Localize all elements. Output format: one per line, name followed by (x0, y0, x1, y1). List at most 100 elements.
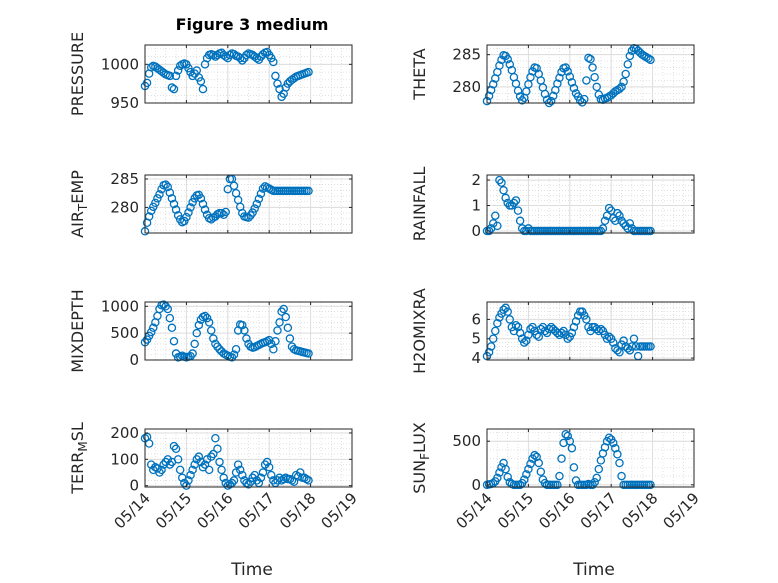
data-point (486, 342, 496, 351)
data-point (304, 349, 313, 358)
data-point (619, 77, 628, 86)
data-point (149, 323, 158, 333)
y-tick-label: 1 (471, 197, 481, 215)
y-axis-label: PRESSURE (68, 32, 87, 116)
data-point (567, 328, 577, 338)
data-point (611, 87, 620, 96)
data-point (586, 54, 595, 64)
data-point (300, 473, 309, 483)
data-point (159, 460, 168, 469)
subplot-rainfall: 0 1 2 RAINFALL (410, 167, 695, 241)
data-point (604, 433, 614, 442)
y-tick-label: 200 (110, 424, 139, 442)
y-axis-label: TERRMSL (68, 422, 90, 495)
data-point (617, 471, 626, 481)
data-point (171, 71, 181, 81)
data-point (503, 54, 512, 64)
data-point (188, 198, 197, 207)
minor-grid (145, 175, 352, 233)
data-point (213, 50, 222, 60)
data-point (532, 330, 541, 340)
data-point (615, 211, 624, 220)
data-point (165, 71, 175, 81)
data-point (615, 458, 624, 468)
data-point (196, 194, 206, 203)
data-point (285, 474, 295, 484)
data-point (175, 465, 185, 475)
data-point (484, 226, 494, 236)
figure-title: Figure 3 medium (176, 15, 329, 34)
data-point (275, 318, 284, 327)
data-point (200, 311, 210, 321)
data-point (225, 50, 235, 60)
data-point (204, 318, 214, 327)
data-point (493, 221, 502, 231)
plot-area (145, 175, 352, 233)
subplot-mixdepth: 0 500 1000 MIXDEPTH (68, 289, 353, 373)
data-point (144, 212, 154, 221)
axes-box (144, 44, 353, 104)
data-point (563, 334, 572, 343)
data-point (223, 184, 233, 194)
data-point (171, 205, 181, 214)
data-point (231, 345, 241, 354)
plot-area (487, 429, 694, 487)
subplot-pressure: 950 1000 PRESSURE (68, 32, 353, 116)
data-point (522, 336, 531, 345)
data-point (244, 213, 253, 222)
data-point (540, 89, 550, 99)
data-point (536, 467, 546, 476)
data-point (223, 481, 233, 490)
data-point (588, 63, 597, 72)
data-point (302, 474, 311, 484)
data-point (526, 324, 535, 334)
data-point (532, 63, 541, 73)
data-point (269, 345, 278, 354)
data-point (252, 53, 262, 63)
data-point (163, 455, 173, 464)
data-point (582, 315, 591, 324)
y-tick-label: 1000 (101, 55, 139, 73)
data-point (598, 224, 608, 233)
data-point (569, 322, 579, 332)
data-point (165, 460, 175, 469)
data-point (149, 202, 158, 212)
data-point (146, 63, 156, 72)
data-point (256, 473, 266, 483)
data-point (567, 443, 577, 453)
data-point (592, 473, 601, 483)
data-point (484, 348, 494, 357)
data-point (304, 476, 313, 485)
data-point (229, 476, 239, 485)
data-point (646, 226, 655, 236)
data-point (173, 66, 183, 75)
data-point (190, 339, 199, 349)
data-point (575, 96, 585, 105)
data-point (497, 463, 506, 472)
data-point (186, 203, 195, 212)
data-point (642, 52, 651, 62)
data-point (613, 346, 622, 355)
data-point (196, 77, 206, 86)
data-point (165, 188, 175, 197)
data-point (619, 336, 628, 345)
data-point (146, 327, 156, 337)
data-point (200, 205, 210, 214)
data-point (623, 344, 633, 353)
series-markers (140, 300, 313, 362)
axes-box (486, 44, 695, 104)
data-point (173, 455, 183, 464)
y-tick-label: 500 (452, 432, 481, 450)
y-axis-label: AIRTEMP (68, 170, 90, 238)
data-point (221, 207, 230, 217)
data-point (238, 320, 247, 330)
data-point (609, 338, 618, 347)
data-point (269, 57, 278, 67)
axes-box (486, 428, 695, 488)
data-point (517, 224, 527, 233)
minor-grid (487, 174, 694, 233)
data-point (571, 317, 581, 326)
y-tick-label: 4 (471, 349, 481, 367)
data-point (277, 476, 286, 485)
data-point (279, 474, 288, 484)
